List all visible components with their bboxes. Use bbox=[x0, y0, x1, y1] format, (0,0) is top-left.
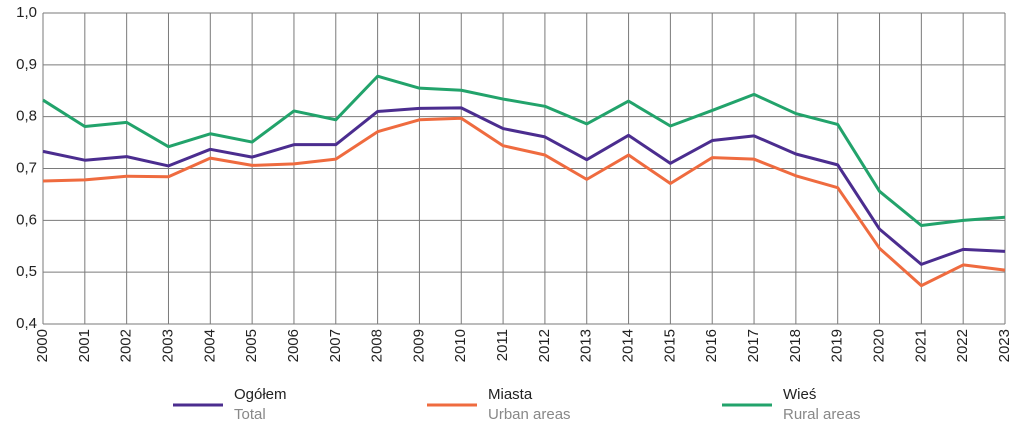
x-tick-label: 2007 bbox=[327, 329, 344, 362]
y-tick-label: 0,6 bbox=[16, 211, 37, 228]
x-tick-label: 2014 bbox=[620, 329, 637, 362]
x-tick-label: 2016 bbox=[703, 329, 720, 362]
y-tick-label: 0,8 bbox=[16, 108, 37, 125]
series-line bbox=[42, 74, 1006, 228]
x-tick-label: 2022 bbox=[954, 329, 971, 362]
y-tick-label: 0,7 bbox=[16, 159, 37, 176]
x-tick-label: 2010 bbox=[452, 329, 469, 362]
x-tick-label: 2008 bbox=[369, 329, 386, 362]
x-tick-label: 2000 bbox=[34, 329, 51, 362]
y-tick-label: 1,0 bbox=[16, 4, 37, 21]
x-tick-label: 2020 bbox=[870, 329, 887, 362]
x-tick-label: 2006 bbox=[285, 329, 302, 362]
y-tick-label: 0,5 bbox=[16, 263, 37, 280]
x-tick-label: 2015 bbox=[661, 329, 678, 362]
x-tick-label: 2005 bbox=[243, 329, 260, 362]
x-tick-label: 2023 bbox=[996, 329, 1013, 362]
x-tick-label: 2019 bbox=[829, 329, 846, 362]
legend-sublabel: Rural areas bbox=[783, 406, 861, 423]
x-tick-label: 2001 bbox=[76, 329, 93, 362]
legend-sublabel: Total bbox=[234, 406, 266, 423]
x-tick-label: 2002 bbox=[118, 329, 135, 362]
series-line bbox=[42, 116, 1006, 288]
x-tick-label: 2021 bbox=[912, 329, 929, 362]
legend-label: Miasta bbox=[488, 386, 533, 403]
x-tick-label: 2003 bbox=[159, 329, 176, 362]
y-tick-label: 0,4 bbox=[16, 315, 37, 332]
legend-label: Ogółem bbox=[234, 386, 287, 403]
series-line bbox=[42, 106, 1006, 266]
x-tick-label: 2011 bbox=[494, 329, 511, 361]
x-tick-label: 2009 bbox=[410, 329, 427, 362]
legend-sublabel: Urban areas bbox=[488, 406, 571, 423]
legend-label: Wieś bbox=[783, 386, 816, 403]
x-tick-label: 2012 bbox=[536, 329, 553, 362]
x-tick-label: 2018 bbox=[787, 329, 804, 362]
x-tick-label: 2017 bbox=[745, 329, 762, 362]
x-tick-label: 2004 bbox=[201, 329, 218, 362]
y-tick-label: 0,9 bbox=[16, 56, 37, 73]
x-tick-label: 2013 bbox=[578, 329, 595, 362]
